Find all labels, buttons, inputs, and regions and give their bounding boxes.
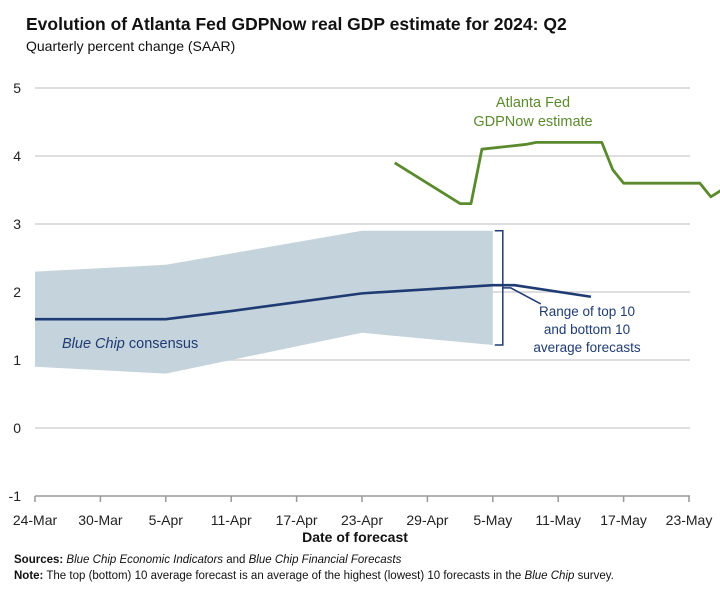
note-text: The top (bottom) 10 average forecast is … bbox=[43, 570, 525, 582]
gdp-line-chart: -1 0 1 2 3 4 5 24-Mar 30-Mar 5-Apr 11-Apr 17-Apr 23… bbox=[9, 80, 720, 545]
x-tick-label: 17-May bbox=[600, 512, 647, 528]
note-label: Note: bbox=[14, 570, 44, 582]
note-line: Note: The top (bottom) 10 average foreca… bbox=[14, 568, 704, 584]
sources-conjunction: and bbox=[223, 554, 249, 566]
chart-title: Evolution of Atlanta Fed GDPNow real GDP… bbox=[26, 14, 567, 34]
sources-title-2: Blue Chip Financial Forecasts bbox=[248, 554, 402, 566]
chart-footer: Sources: Blue Chip Economic Indicators a… bbox=[14, 552, 704, 584]
gdpnow-annotation-line2: GDPNow estimate bbox=[473, 114, 592, 130]
x-axis bbox=[34, 495, 690, 502]
range-annotation-line2: and bottom 10 bbox=[544, 322, 630, 337]
range-annotation: Range of top 10 and bottom 10 average fo… bbox=[533, 304, 641, 355]
y-axis-tick-labels: -1 0 1 2 3 4 5 bbox=[9, 80, 22, 504]
x-tick-label: 24-Mar bbox=[13, 512, 58, 528]
x-tick-label: 29-Apr bbox=[406, 512, 448, 528]
x-tick-label: 30-Mar bbox=[78, 512, 123, 528]
consensus-annotation-italic: Blue Chip bbox=[62, 336, 125, 352]
note-end: survey. bbox=[574, 570, 614, 582]
sources-label: Sources: bbox=[14, 554, 64, 566]
consensus-annotation: Blue Chip consensus bbox=[62, 336, 198, 352]
range-bracket bbox=[494, 230, 542, 346]
x-tick-label: 11-May bbox=[535, 512, 581, 528]
x-tick-label: 11-Apr bbox=[211, 512, 252, 528]
x-axis-label: Date of forecast bbox=[302, 529, 408, 545]
y-tick-label: 1 bbox=[13, 352, 21, 368]
blue-chip-consensus-line bbox=[35, 283, 592, 321]
range-annotation-line1: Range of top 10 bbox=[539, 304, 635, 319]
range-band bbox=[35, 230, 493, 374]
x-axis-tick-labels: 24-Mar 30-Mar 5-Apr 11-Apr 17-Apr 23-Apr 29-Ap… bbox=[13, 512, 713, 528]
chart-subtitle: Quarterly percent change (SAAR) bbox=[26, 38, 236, 54]
y-tick-label: 0 bbox=[13, 420, 21, 436]
x-tick-label: 23-May bbox=[666, 512, 713, 528]
y-tick-label: 3 bbox=[13, 216, 21, 232]
gdpnow-annotation-line1: Atlanta Fed bbox=[496, 95, 570, 111]
y-tick-label: 5 bbox=[13, 80, 21, 96]
consensus-annotation-rest: consensus bbox=[125, 336, 198, 352]
y-tick-label: 4 bbox=[13, 148, 21, 164]
note-italic: Blue Chip bbox=[524, 570, 575, 582]
y-tick-label: 2 bbox=[13, 284, 21, 300]
x-tick-label: 5-Apr bbox=[149, 512, 184, 528]
sources-line: Sources: Blue Chip Economic Indicators a… bbox=[14, 552, 704, 568]
gdpnow-estimate-line bbox=[393, 141, 720, 205]
x-tick-label: 17-Apr bbox=[276, 512, 318, 528]
sources-title-1: Blue Chip Economic Indicators bbox=[66, 554, 224, 566]
y-tick-label: -1 bbox=[9, 488, 22, 504]
x-tick-label: 5-May bbox=[473, 512, 512, 528]
range-annotation-line3: average forecasts bbox=[533, 340, 641, 355]
x-tick-label: 23-Apr bbox=[341, 512, 383, 528]
gdpnow-annotation: Atlanta Fed GDPNow estimate bbox=[473, 95, 592, 130]
